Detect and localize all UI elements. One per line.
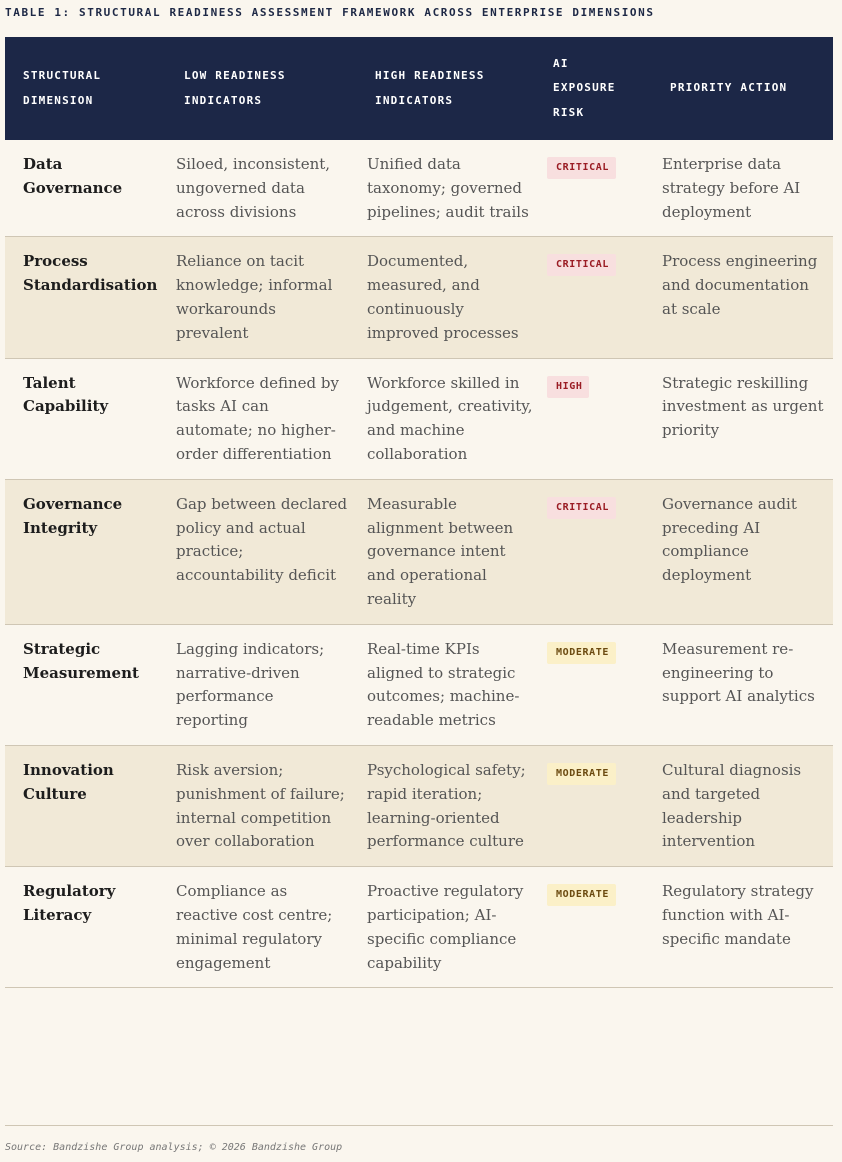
low-readiness-cell: Risk aversion; punishment of failure; in… — [176, 760, 345, 851]
footer-divider — [5, 1125, 833, 1126]
header-line: INDICATORS — [375, 93, 454, 107]
header-ai-exposure-risk: AI EXPOSURE RISK — [541, 37, 652, 140]
risk-badge: MODERATE — [547, 884, 616, 907]
table-row: Innovation Culture Risk aversion; punish… — [5, 745, 833, 867]
header-line: INDICATORS — [184, 93, 263, 107]
risk-badge: CRITICAL — [547, 254, 616, 277]
risk-cell: CRITICAL — [541, 479, 652, 624]
header-line: DIMENSION — [23, 93, 94, 107]
risk-badge: MODERATE — [547, 641, 616, 664]
priority-action-cell: Process engineering and documentation at… — [662, 252, 818, 318]
high-readiness-cell: Workforce skilled in judgement, creativi… — [367, 373, 533, 463]
risk-cell: MODERATE — [541, 745, 652, 866]
priority-action-cell: Cultural diagnosis and targeted leadersh… — [662, 760, 802, 851]
dimension-cell: Innovation Culture — [23, 760, 114, 803]
header-line: PRIORITY ACTION — [670, 81, 788, 95]
low-readiness-cell: Reliance on tacit knowledge; informal wo… — [176, 252, 333, 342]
table-row: Regulatory Literacy Compliance as reacti… — [5, 866, 833, 988]
header-row: STRUCTURAL DIMENSION LOW READINESS INDIC… — [5, 37, 833, 140]
low-readiness-cell: Compliance as reactive cost centre; mini… — [176, 882, 333, 972]
header-line: EXPOSURE — [553, 81, 616, 95]
table-row: Governance Integrity Gap between declare… — [5, 479, 833, 625]
header-structural-dimension: STRUCTURAL DIMENSION — [5, 37, 166, 140]
high-readiness-cell: Proactive regulatory participation; AI-s… — [367, 882, 524, 972]
priority-action-cell: Strategic reskilling investment as urgen… — [662, 373, 824, 440]
table-row: Talent Capability Workforce defined by t… — [5, 358, 833, 480]
high-readiness-cell: Psychological safety; rapid iteration; l… — [367, 760, 526, 851]
risk-badge: MODERATE — [547, 762, 616, 785]
low-readiness-cell: Siloed, inconsistent, ungoverned data ac… — [176, 155, 331, 221]
priority-action-cell: Regulatory strategy function with AI-spe… — [662, 882, 814, 948]
high-readiness-cell: Measurable alignment between governance … — [367, 494, 514, 608]
dimension-cell: Regulatory Literacy — [23, 882, 116, 924]
header-priority-action: PRIORITY ACTION — [652, 37, 833, 140]
header-low-readiness: LOW READINESS INDICATORS — [166, 37, 357, 140]
high-readiness-cell: Unified data taxonomy; governed pipeline… — [367, 155, 529, 221]
low-readiness-cell: Workforce defined by tasks AI can automa… — [176, 373, 339, 463]
table-header: STRUCTURAL DIMENSION LOW READINESS INDIC… — [5, 37, 833, 140]
header-line: AI — [553, 56, 569, 70]
risk-badge: CRITICAL — [547, 157, 616, 179]
table-row: Process Standardisation Reliance on taci… — [5, 236, 833, 359]
header-high-readiness: HIGH READINESS INDICATORS — [357, 37, 541, 140]
risk-cell: CRITICAL — [541, 140, 652, 237]
table-body: Data Governance Siloed, inconsistent, un… — [5, 140, 833, 988]
risk-badge: CRITICAL — [547, 496, 616, 519]
source-note: Source: Bandzishe Group analysis; © 2026… — [5, 1142, 343, 1153]
dimension-cell: Strategic Measurement — [23, 639, 139, 682]
priority-action-cell: Enterprise data strategy before AI deplo… — [662, 155, 801, 221]
table-row: Strategic Measurement Lagging indicators… — [5, 624, 833, 746]
dimension-cell: Process Standardisation — [23, 252, 158, 295]
header-line: STRUCTURAL — [23, 69, 102, 82]
table-row: Data Governance Siloed, inconsistent, un… — [5, 140, 833, 237]
table-caption: TABLE 1: STRUCTURAL READINESS ASSESSMENT… — [5, 6, 655, 19]
header-line: RISK — [553, 105, 585, 119]
low-readiness-cell: Gap between declared policy and actual p… — [176, 494, 348, 585]
header-line: LOW READINESS — [184, 69, 286, 82]
priority-action-cell: Governance audit preceding AI compliance… — [662, 494, 797, 585]
low-readiness-cell: Lagging indicators; narrative-driven per… — [176, 639, 325, 730]
high-readiness-cell: Real-time KPIs aligned to strategic outc… — [367, 639, 520, 730]
header-line: HIGH READINESS — [375, 69, 485, 82]
readiness-framework-table: STRUCTURAL DIMENSION LOW READINESS INDIC… — [5, 37, 833, 988]
risk-badge: HIGH — [547, 375, 590, 398]
priority-action-cell: Measurement re-engineering to support AI… — [662, 639, 815, 706]
dimension-cell: Governance Integrity — [23, 494, 123, 537]
risk-cell: CRITICAL — [541, 237, 652, 358]
risk-cell: HIGH — [541, 358, 652, 479]
dimension-cell: Talent Capability — [23, 373, 109, 416]
high-readiness-cell: Documented, measured, and continuously i… — [367, 252, 519, 342]
risk-cell: MODERATE — [541, 867, 652, 988]
dimension-cell: Data Governance — [23, 155, 123, 197]
risk-cell: MODERATE — [541, 624, 652, 745]
